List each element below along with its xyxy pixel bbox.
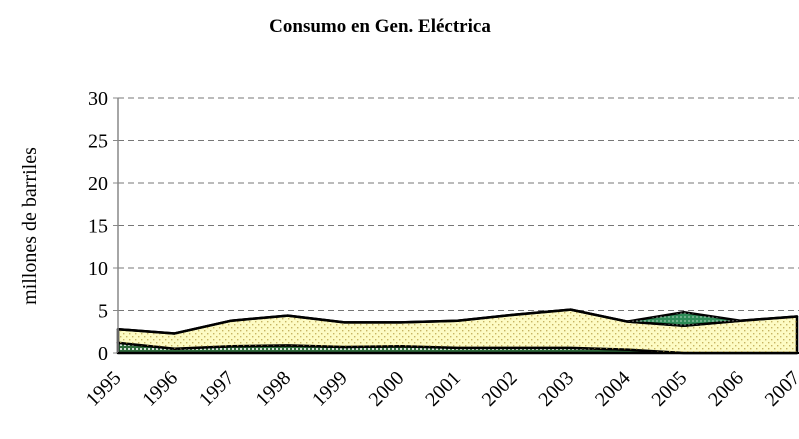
x-tick-label: 1996	[138, 367, 182, 411]
x-tick-label: 2006	[704, 367, 748, 411]
y-tick-label: 15	[88, 216, 108, 238]
x-tick-label: 2005	[648, 367, 692, 411]
x-tick-label: 2000	[365, 367, 409, 411]
x-tick-label: 2007	[761, 367, 799, 411]
y-axis-label: millones de barriles	[19, 147, 41, 305]
area-pattern	[118, 309, 797, 334]
y-tick-label: 10	[88, 258, 108, 280]
area-pattern	[118, 309, 797, 353]
x-tick-label: 1997	[195, 367, 239, 411]
x-tick-label: 2001	[421, 367, 465, 411]
x-tick-label: 2003	[534, 367, 578, 411]
x-tick-label: 1999	[308, 367, 352, 411]
x-tick-label: 2002	[478, 367, 522, 411]
y-tick-label: 20	[88, 173, 108, 195]
x-tick-label: 2004	[591, 367, 635, 411]
y-tick-label: 0	[98, 343, 108, 365]
x-tick-label: 1995	[82, 367, 126, 411]
y-tick-label: 30	[88, 88, 108, 110]
x-tick-label: 1998	[251, 367, 295, 411]
y-tick-label: 5	[98, 301, 108, 323]
y-tick-label: 25	[88, 131, 108, 153]
chart-title: Consumo en Gen. Eléctrica	[269, 16, 491, 37]
